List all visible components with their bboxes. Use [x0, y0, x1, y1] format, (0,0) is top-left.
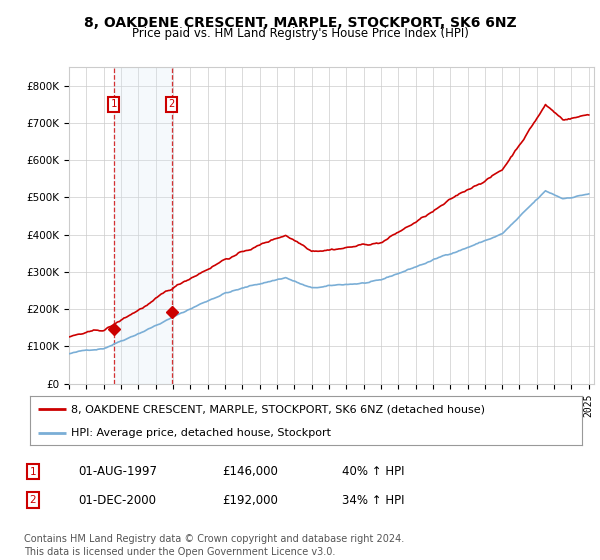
Text: £192,000: £192,000 [222, 493, 278, 507]
Text: 8, OAKDENE CRESCENT, MARPLE, STOCKPORT, SK6 6NZ (detached house): 8, OAKDENE CRESCENT, MARPLE, STOCKPORT, … [71, 404, 485, 414]
Text: 1: 1 [110, 100, 117, 109]
Text: Contains HM Land Registry data © Crown copyright and database right 2024.
This d: Contains HM Land Registry data © Crown c… [24, 534, 404, 557]
Text: 34% ↑ HPI: 34% ↑ HPI [342, 493, 404, 507]
Bar [114, 67, 172, 384]
Text: 8, OAKDENE CRESCENT, MARPLE, STOCKPORT, SK6 6NZ: 8, OAKDENE CRESCENT, MARPLE, STOCKPORT, … [83, 16, 517, 30]
Text: 2: 2 [169, 100, 175, 109]
Text: 01-DEC-2000: 01-DEC-2000 [78, 493, 156, 507]
Text: Price paid vs. HM Land Registry's House Price Index (HPI): Price paid vs. HM Land Registry's House … [131, 27, 469, 40]
Text: 1: 1 [29, 466, 37, 477]
Text: £146,000: £146,000 [222, 465, 278, 478]
Text: HPI: Average price, detached house, Stockport: HPI: Average price, detached house, Stoc… [71, 428, 331, 438]
Text: 01-AUG-1997: 01-AUG-1997 [78, 465, 157, 478]
Text: 2: 2 [29, 495, 37, 505]
Text: 40% ↑ HPI: 40% ↑ HPI [342, 465, 404, 478]
